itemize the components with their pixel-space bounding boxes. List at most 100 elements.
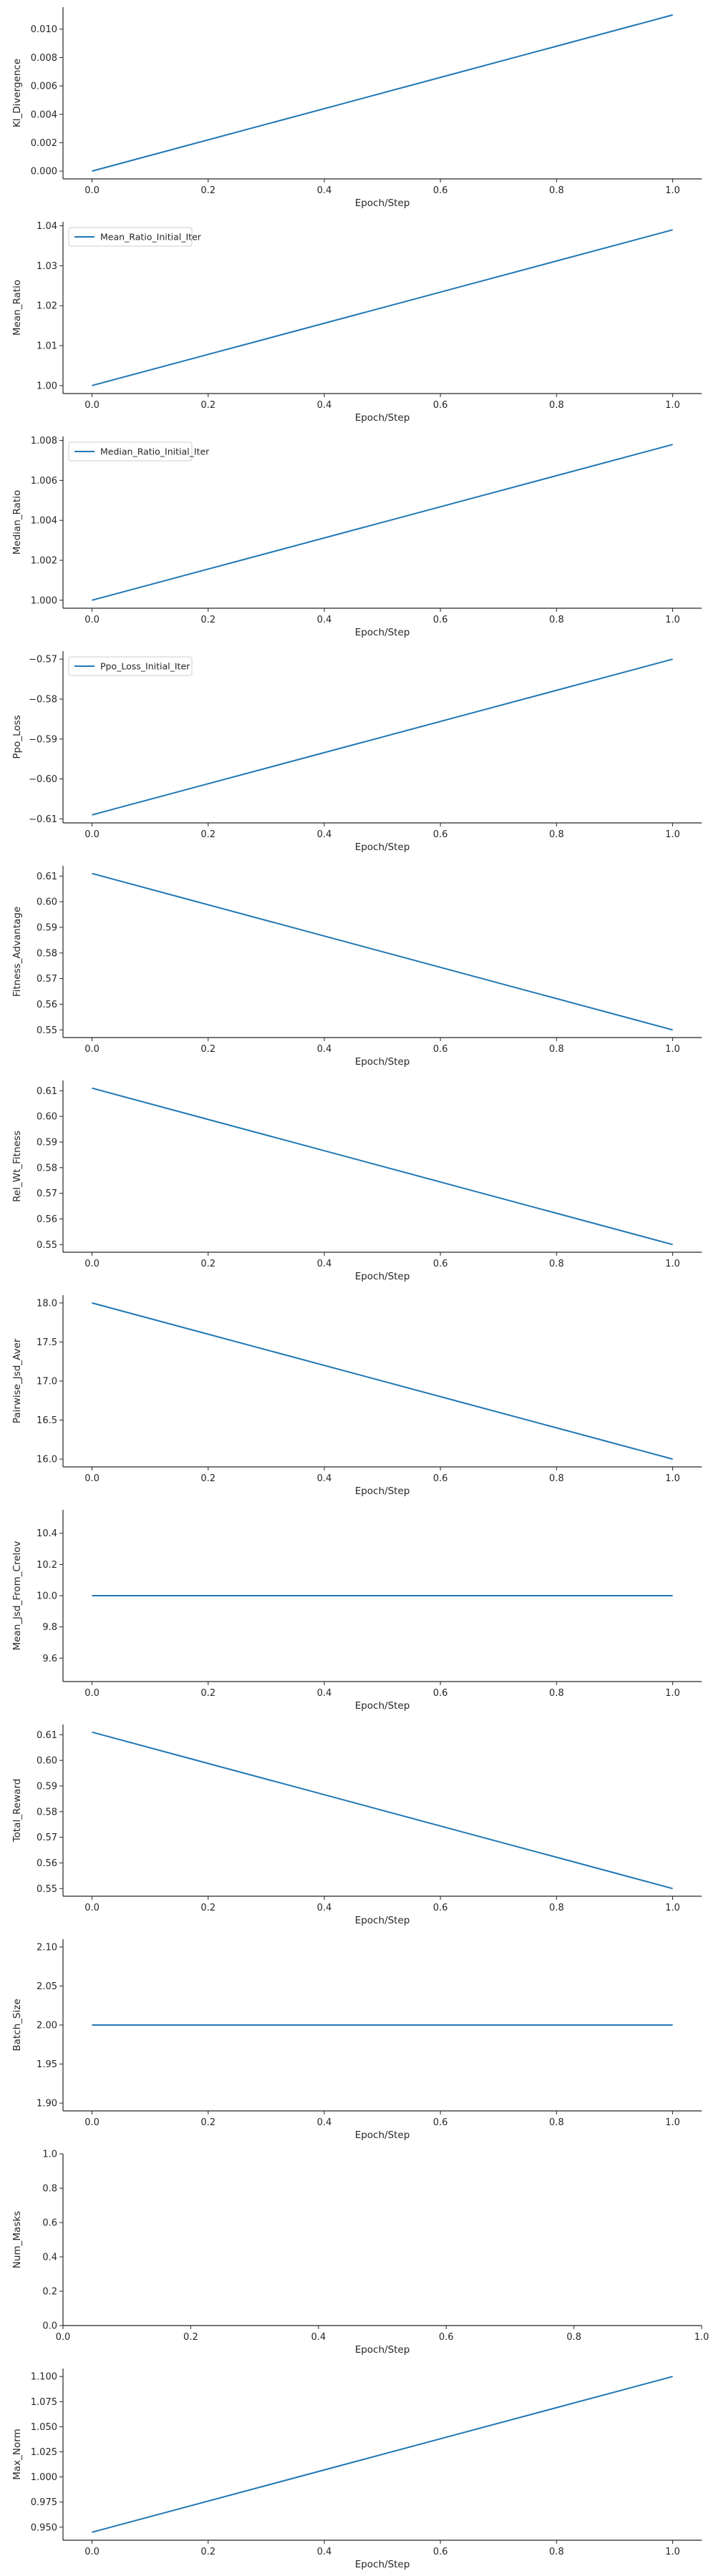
- series-line: [92, 1731, 673, 1890]
- chart-panel: 0.0 0.2 0.4 0.6 0.8 1.0 0.55 0.56 0.57 0.58 0.59 0.…: [11, 1080, 702, 1282]
- y-tick-label: 1.075: [31, 2397, 57, 2408]
- legend-label: Mean_Ratio_Initial_Iter: [100, 232, 202, 243]
- y-tick-label: 0.61: [37, 1730, 57, 1741]
- legend: Mean_Ratio_Initial_Iter: [68, 227, 202, 247]
- x-tick-label: 0.6: [433, 400, 448, 411]
- y-tick-label: 0.58: [37, 948, 57, 959]
- x-axis-label: Epoch/Step: [355, 2559, 410, 2570]
- y-tick-label: 10.0: [37, 1591, 57, 1602]
- y-tick-label: 1.006: [31, 476, 57, 487]
- x-tick-label: 0.2: [200, 2117, 216, 2128]
- y-tick-label: 9.6: [42, 1654, 57, 1664]
- x-tick-label: 0.8: [549, 2117, 564, 2128]
- x-axis-label: Epoch/Step: [355, 412, 410, 424]
- y-axis-label: Num_Masks: [11, 2211, 23, 2268]
- x-tick-label: 0.8: [549, 1044, 564, 1055]
- x-tick-label: 0.4: [317, 1473, 332, 1484]
- series-line: [92, 1302, 673, 1460]
- y-tick-label: −0.58: [29, 694, 57, 705]
- x-tick-label: 0.4: [317, 185, 332, 196]
- y-tick-label: 17.5: [37, 1337, 57, 1348]
- y-tick-label: −0.60: [29, 774, 57, 785]
- chart-panel: 0.0 0.2 0.4 0.6 0.8 1.0 1.000 1.002 1.004 1.006 1.…: [11, 436, 702, 638]
- x-tick-label: 0.8: [549, 1688, 564, 1699]
- x-axis-label: Epoch/Step: [355, 2129, 410, 2141]
- y-axis-label: Ppo_Loss: [11, 715, 23, 758]
- x-tick-label: 0.2: [200, 2547, 216, 2557]
- x-tick-label: 0.6: [433, 1473, 448, 1484]
- x-tick-label: 0.2: [200, 185, 216, 196]
- y-tick-label: 9.8: [42, 1622, 57, 1633]
- x-tick-label: 0.8: [549, 1473, 564, 1484]
- y-tick-label: 17.0: [37, 1377, 57, 1387]
- legend-label: Ppo_Loss_Initial_Iter: [100, 661, 190, 672]
- series-line: [92, 658, 673, 816]
- y-tick-label: 1.01: [37, 341, 57, 352]
- x-axis-label: Epoch/Step: [355, 1700, 410, 1712]
- x-tick-label: 0.4: [317, 1259, 332, 1269]
- x-tick-label: 0.4: [317, 615, 332, 625]
- x-tick-label: 0.6: [433, 185, 448, 196]
- x-tick-label: 0.4: [317, 1688, 332, 1699]
- x-tick-label: 0.0: [84, 2547, 100, 2557]
- y-tick-label: 0.950: [31, 2522, 57, 2533]
- x-tick-label: 0.2: [200, 1044, 216, 1055]
- y-tick-label: −0.61: [29, 814, 57, 825]
- x-tick-label: 0.6: [433, 2547, 448, 2557]
- x-tick-label: 0.2: [200, 1473, 216, 1484]
- x-tick-label: 0.6: [433, 1044, 448, 1055]
- series-line: [92, 2376, 673, 2533]
- y-tick-label: 0.60: [37, 897, 57, 908]
- y-tick-label: 1.008: [31, 436, 57, 447]
- series-line: [92, 444, 673, 601]
- x-axis-label: Epoch/Step: [355, 1271, 410, 1282]
- x-tick-label: 1.0: [665, 1259, 680, 1269]
- x-tick-label: 0.8: [549, 185, 564, 196]
- x-tick-label: 0.0: [84, 1259, 100, 1269]
- chart-panel: 0.0 0.2 0.4 0.6 0.8 1.0 0.950 0.975 1.000 1.025 1.…: [11, 2368, 702, 2570]
- y-tick-label: 0.55: [37, 1240, 57, 1251]
- y-tick-label: 1.025: [31, 2447, 57, 2458]
- x-tick-label: 0.4: [317, 1044, 332, 1055]
- x-axis-label: Epoch/Step: [355, 841, 410, 853]
- y-tick-label: 0.58: [37, 1163, 57, 1174]
- y-axis-label: Total_Reward: [11, 1779, 23, 1843]
- x-tick-label: 0.0: [84, 1903, 100, 1913]
- chart-panel: 0.0 0.2 0.4 0.6 0.8 1.0 9.6 9.8 10.0 10.2 10.4 Epoc…: [11, 1510, 702, 1712]
- y-tick-label: 1.050: [31, 2422, 57, 2433]
- y-tick-label: 1.04: [37, 221, 57, 232]
- y-tick-label: 0.59: [37, 1137, 57, 1148]
- chart-panel: 0.0 0.2 0.4 0.6 0.8 1.0 0.0 0.2 0.4 0.6 0.8 1.0 Epoc…: [11, 2150, 709, 2356]
- y-axis-label: Batch_Size: [11, 1999, 23, 2051]
- x-tick-label: 0.2: [183, 2332, 198, 2343]
- y-tick-label: 1.004: [31, 516, 57, 527]
- chart-panel: 0.0 0.2 0.4 0.6 0.8 1.0 0.55 0.56 0.57 0.58 0.59 0.…: [11, 866, 702, 1068]
- x-axis-label: Epoch/Step: [355, 197, 410, 209]
- x-axis-label: Epoch/Step: [355, 1915, 410, 1926]
- x-tick-label: 0.0: [84, 1044, 100, 1055]
- y-axis-label: Rel_Wt_Fitness: [11, 1131, 23, 1202]
- y-tick-label: 0.008: [31, 53, 57, 64]
- y-tick-label: 0.60: [37, 1112, 57, 1123]
- series-line: [92, 14, 673, 172]
- x-tick-label: 0.0: [84, 615, 100, 625]
- y-tick-label: 16.0: [37, 1455, 57, 1465]
- x-tick-label: 0.6: [439, 2332, 454, 2343]
- x-tick-label: 0.8: [549, 615, 564, 625]
- y-tick-label: 0.55: [37, 1025, 57, 1036]
- y-tick-label: 1.90: [37, 2099, 57, 2109]
- x-tick-label: 0.2: [200, 400, 216, 411]
- y-tick-label: 0.58: [37, 1807, 57, 1818]
- y-tick-label: 0.57: [37, 1189, 57, 1199]
- y-axis-label: Max_Norm: [11, 2429, 23, 2479]
- y-tick-label: 0.000: [31, 167, 57, 177]
- series-line: [92, 872, 673, 1031]
- y-tick-label: 1.03: [37, 261, 57, 272]
- x-tick-label: 0.8: [549, 829, 564, 840]
- y-axis-label: Pairwise_Jsd_Aver: [11, 1338, 23, 1423]
- y-tick-label: 0.56: [37, 1858, 57, 1869]
- x-tick-label: 0.4: [317, 2117, 332, 2128]
- y-tick-label: 0.8: [42, 2184, 57, 2195]
